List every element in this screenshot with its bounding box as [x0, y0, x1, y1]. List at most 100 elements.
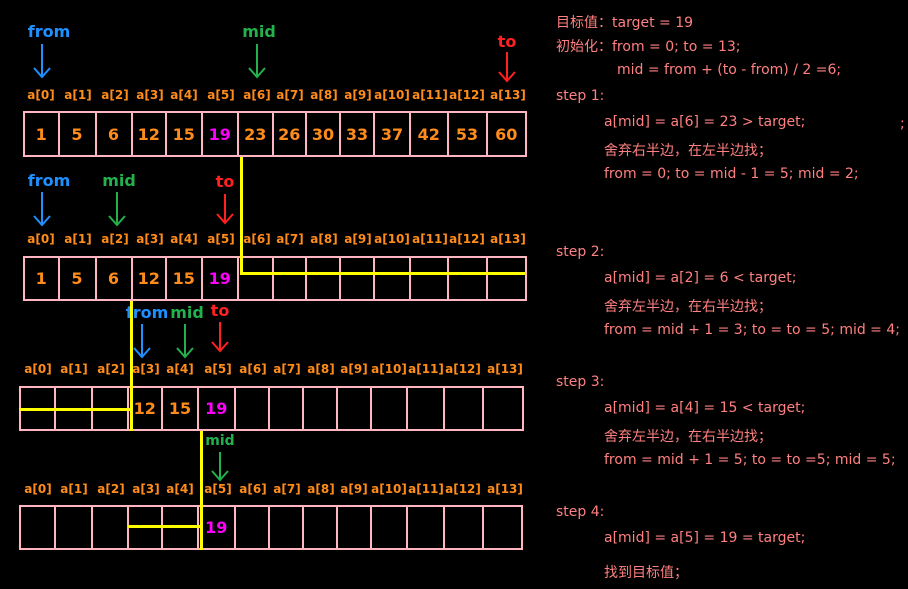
row1-from-label: from — [27, 22, 71, 41]
array-cell: 19 — [199, 388, 236, 429]
index-label: a[8] — [310, 88, 338, 102]
step3-update: from = mid + 1 = 5; to = to =5; mid = 5; — [604, 452, 896, 468]
step1-action: 舍弃右半边，在左半边找； — [604, 143, 772, 159]
index-label: a[6] — [243, 232, 271, 246]
discard-line-row2 — [240, 272, 525, 275]
partition-line-vertical-1 — [240, 157, 243, 275]
row2-mid-label: mid — [102, 171, 136, 190]
array-cell — [408, 388, 445, 429]
step1-compare: a[mid] = a[6] = 23 > target; — [604, 114, 806, 130]
index-label: a[12] — [449, 232, 485, 246]
array-cell: 53 — [449, 113, 488, 155]
array-cell: 12 — [129, 388, 163, 429]
array-cell — [484, 507, 521, 548]
index-label: a[0] — [24, 482, 52, 496]
index-label: a[8] — [310, 232, 338, 246]
row4-mid-label: mid — [205, 433, 235, 449]
init-line: 初始化：from = 0; to = 13; — [556, 39, 741, 55]
index-label: a[1] — [64, 232, 92, 246]
index-label: a[9] — [344, 88, 372, 102]
array-cell — [484, 388, 522, 429]
index-label: a[4] — [166, 482, 194, 496]
step3-action: 舍弃左半边，在右半边找； — [604, 429, 772, 445]
index-label: a[2] — [97, 482, 125, 496]
array-cell — [236, 388, 270, 429]
index-label: a[3] — [132, 482, 160, 496]
index-label: a[4] — [170, 88, 198, 102]
index-label: a[13] — [487, 362, 523, 376]
array-cell: 1 — [25, 113, 60, 155]
index-label: a[3] — [132, 362, 160, 376]
index-label: a[1] — [60, 362, 88, 376]
array-cell: 60 — [495, 124, 518, 144]
row1-mid-label: mid — [242, 22, 276, 41]
step4-result: 找到目标值； — [604, 565, 688, 581]
discard-line-row4 — [128, 525, 202, 528]
array-cell — [270, 507, 304, 548]
array-cell: 30 — [307, 113, 341, 155]
array-cell — [236, 507, 270, 548]
index-label: a[2] — [97, 362, 125, 376]
row2-from-arrow — [33, 192, 51, 227]
index-label: a[13] — [490, 88, 526, 102]
row3-mid-label: mid — [170, 303, 204, 322]
index-label: a[0] — [24, 362, 52, 376]
step2-heading: step 2: — [556, 244, 605, 260]
index-label: a[11] — [408, 482, 444, 496]
array-cell: 42 — [411, 113, 449, 155]
mid-formula-line: mid = from + (to - from) / 2 =6; — [617, 62, 842, 78]
step4-heading: step 4: — [556, 504, 605, 520]
array-cell: 5 — [60, 258, 97, 299]
array-cell — [488, 258, 526, 299]
array-cell — [411, 258, 449, 299]
index-label: a[5] — [207, 232, 235, 246]
array-cell — [338, 388, 372, 429]
step2-compare: a[mid] = a[2] = 6 < target; — [604, 270, 797, 286]
row1-from-arrow — [33, 44, 51, 79]
array-cell: 19 — [203, 258, 239, 299]
row3-to-label: to — [210, 301, 230, 320]
index-label: a[8] — [307, 482, 335, 496]
index-label: a[12] — [449, 88, 485, 102]
array-cell — [270, 388, 304, 429]
index-label: a[12] — [445, 362, 481, 376]
array-cell: 1 — [25, 258, 60, 299]
index-label: a[9] — [344, 232, 372, 246]
array-cell — [375, 258, 411, 299]
array-cell: 5 — [60, 113, 97, 155]
row3-from-label: from — [125, 303, 169, 322]
step2-update: from = mid + 1 = 3; to = to = 5; mid = 4… — [604, 322, 900, 338]
index-label: a[11] — [412, 232, 448, 246]
array-cell: 37 — [375, 113, 411, 155]
row3-to-arrow — [211, 322, 229, 353]
index-label: a[9] — [340, 362, 368, 376]
target-line: 目标值：target = 19 — [556, 15, 694, 31]
row1-to-arrow — [498, 52, 516, 83]
array-cell — [338, 507, 372, 548]
index-label: a[11] — [408, 362, 444, 376]
array-cell: 33 — [341, 113, 375, 155]
array-cell — [274, 258, 307, 299]
row1-to-label: to — [497, 32, 517, 51]
index-label: a[10] — [374, 232, 410, 246]
array-cell — [408, 507, 445, 548]
index-label: a[4] — [166, 362, 194, 376]
index-label: a[10] — [371, 362, 407, 376]
index-label: a[11] — [412, 88, 448, 102]
index-label: a[1] — [60, 482, 88, 496]
array-cell: 6 — [97, 258, 133, 299]
row3-from-arrow — [133, 324, 151, 359]
array-cell — [304, 388, 338, 429]
array-cell — [239, 258, 274, 299]
row2-array: 1 5 6 12 15 19 — [23, 256, 527, 301]
step2-action: 舍弃左半边，在右半边找； — [604, 299, 772, 315]
array-cell: 15 — [167, 113, 203, 155]
index-label: a[7] — [276, 88, 304, 102]
index-label: a[0] — [27, 232, 55, 246]
index-label: a[7] — [276, 232, 304, 246]
index-label: a[4] — [170, 232, 198, 246]
partition-line-vertical-2 — [130, 301, 133, 431]
row2-mid-arrow — [108, 192, 126, 227]
row4-array: 19 — [19, 505, 523, 550]
array-cell — [372, 507, 408, 548]
